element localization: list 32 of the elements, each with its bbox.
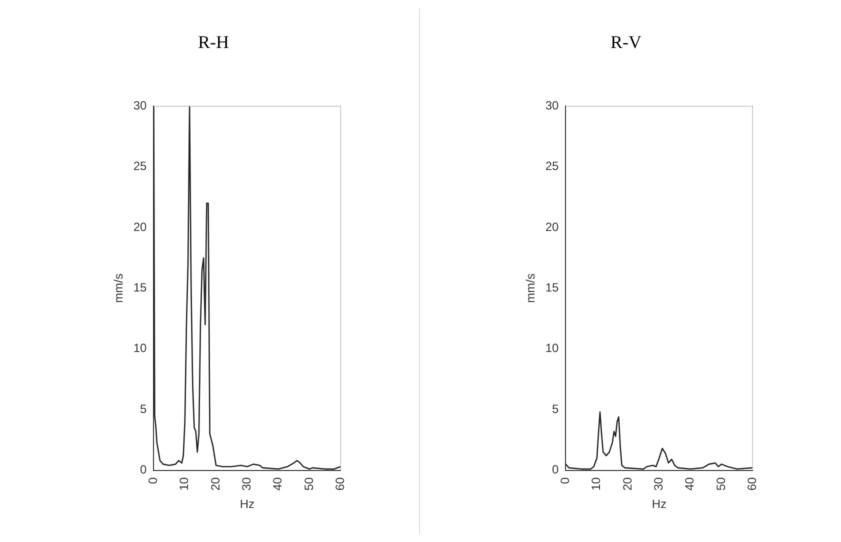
- x-tick-label: 30: [239, 476, 254, 491]
- y-tick-label: 25: [545, 159, 560, 174]
- chart-title: R-V: [610, 32, 642, 54]
- y-tick-label: 20: [545, 220, 560, 234]
- x-tick-label: 30: [651, 476, 666, 491]
- x-tick-label: 20: [620, 476, 634, 491]
- x-tick-label: 60: [332, 476, 347, 491]
- x-tick-label: 0: [558, 476, 572, 484]
- y-tick-label: 5: [552, 402, 560, 416]
- y-tick-label: 15: [133, 280, 148, 295]
- x-axis-title: Hz: [652, 497, 667, 512]
- x-tick-label: 50: [302, 476, 316, 491]
- chart-title: R-H: [197, 32, 230, 54]
- y-tick-label: 20: [133, 220, 148, 234]
- y-tick-label: 25: [133, 159, 148, 174]
- y-tick-label: 10: [545, 341, 560, 356]
- x-tick-label: 40: [682, 476, 697, 491]
- y-tick-label: 10: [133, 341, 148, 356]
- x-tick-label: 20: [208, 476, 222, 491]
- y-axis-title: mm/s: [524, 274, 538, 303]
- x-tick-label: 10: [589, 476, 604, 491]
- y-tick-label: 30: [133, 98, 148, 113]
- y-tick-label: 15: [545, 280, 560, 295]
- x-tick-label: 10: [177, 476, 192, 491]
- x-tick-label: 50: [714, 476, 728, 491]
- y-tick-label: 30: [545, 98, 560, 113]
- y-tick-label: 5: [140, 402, 148, 416]
- x-axis-title: Hz: [240, 497, 255, 512]
- x-tick-label: 60: [744, 476, 759, 491]
- y-axis-title: mm/s: [112, 274, 126, 303]
- x-tick-label: 40: [270, 476, 285, 491]
- x-tick-label: 0: [146, 476, 160, 484]
